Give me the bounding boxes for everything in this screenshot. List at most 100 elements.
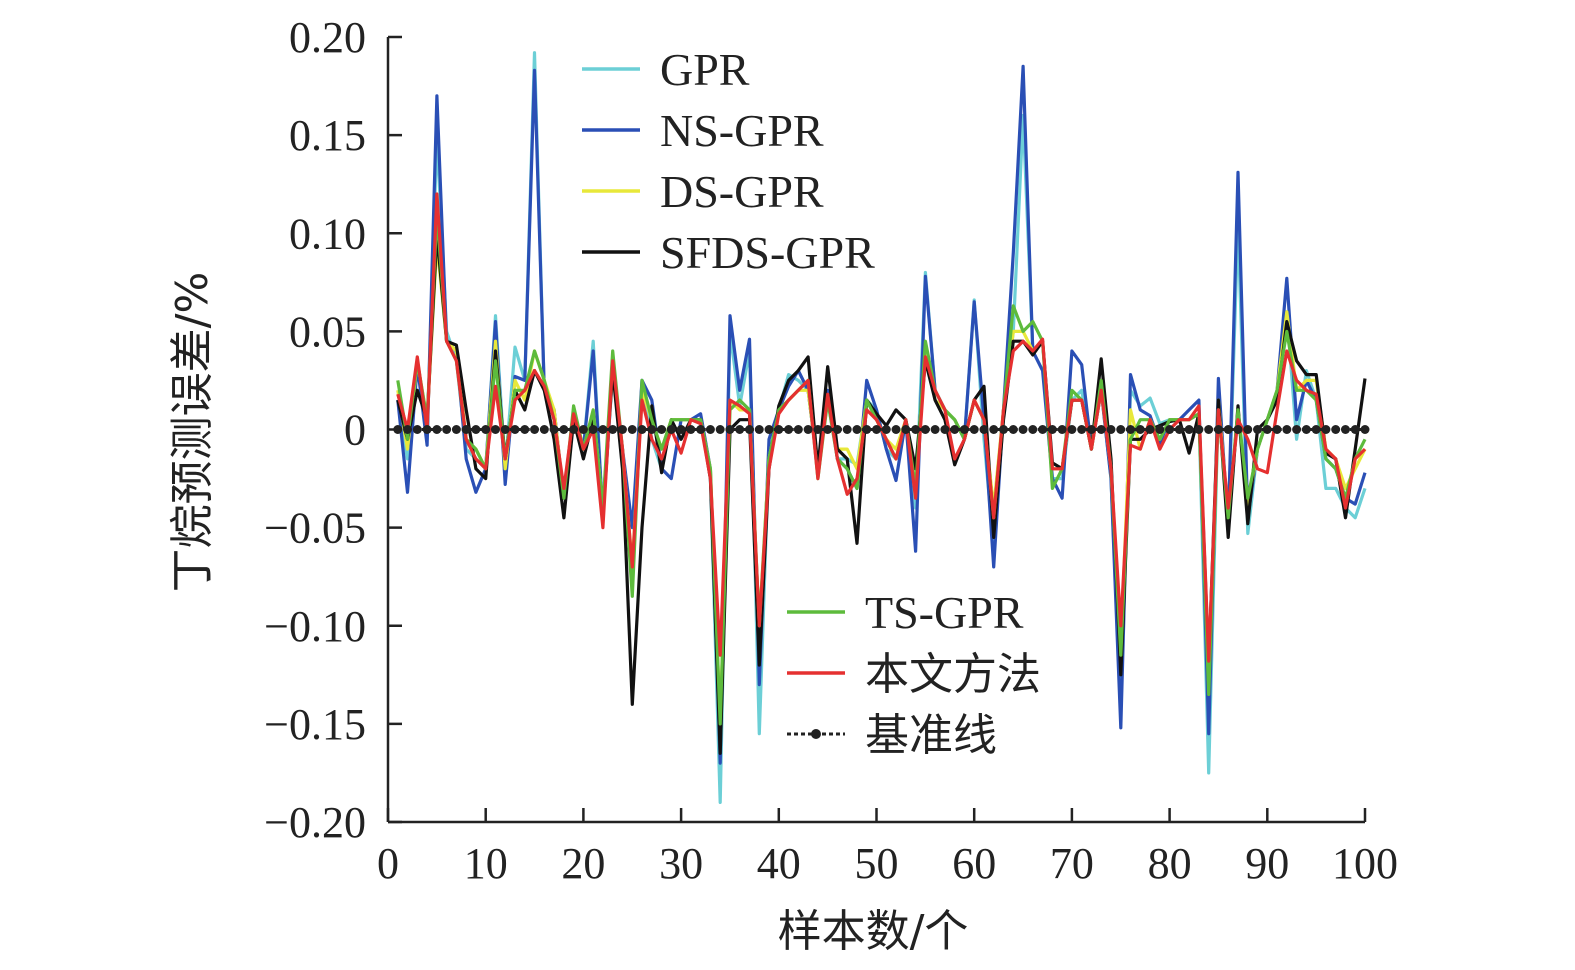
baseline-point xyxy=(1008,425,1018,434)
baseline-point xyxy=(578,425,588,434)
baseline-point xyxy=(901,425,911,434)
baseline-point xyxy=(1272,425,1282,434)
baseline-point xyxy=(872,425,881,434)
baseline-point xyxy=(813,425,823,434)
legend-label-baseline: 基准线 xyxy=(865,710,997,761)
baseline-point xyxy=(588,425,598,434)
x-tick-label: 70 xyxy=(1050,839,1094,888)
baseline-point xyxy=(744,425,754,434)
legend-label-gpr: GPR xyxy=(660,44,750,95)
baseline-point xyxy=(832,425,842,434)
baseline-point xyxy=(881,425,891,434)
y-tick-label: 0.05 xyxy=(289,307,366,356)
y-tick-label: −0.20 xyxy=(264,798,366,847)
baseline-point xyxy=(1340,425,1350,434)
x-ticks: 0 10 20 30 40 50 60 70 80 90 100 xyxy=(377,808,1398,888)
baseline-point xyxy=(1057,425,1067,434)
baseline-point xyxy=(754,425,764,434)
baseline-point xyxy=(989,425,999,434)
baseline-point xyxy=(1018,425,1028,434)
baseline-point xyxy=(510,425,520,434)
y-tick-label: 0 xyxy=(344,406,366,455)
baseline-point xyxy=(530,425,540,434)
baseline-point xyxy=(803,425,813,434)
baseline-point xyxy=(422,425,432,434)
baseline-point xyxy=(461,425,471,434)
y-tick-label: 0.10 xyxy=(289,209,366,258)
x-tick-label: 50 xyxy=(855,839,899,888)
baseline-point xyxy=(1194,425,1204,434)
legend-top-left: GPR NS-GPR DS-GPR SFDS-GPR xyxy=(582,44,875,278)
baseline-point xyxy=(842,425,852,434)
baseline-point xyxy=(1311,425,1321,434)
y-ticks: 0.20 0.15 0.10 0.05 0 −0.05 −0.10 −0.15 −0.20 xyxy=(264,13,402,847)
baseline-point xyxy=(1145,425,1155,434)
baseline-point xyxy=(598,425,608,434)
baseline-point xyxy=(764,425,774,434)
baseline-point xyxy=(666,425,676,434)
baseline-point xyxy=(999,425,1009,434)
baseline-point xyxy=(930,425,940,434)
x-tick-label: 20 xyxy=(561,839,605,888)
baseline-point xyxy=(823,425,833,434)
baseline-point xyxy=(1331,425,1341,434)
y-tick-label: −0.10 xyxy=(264,602,366,651)
legend-label-ts-gpr: TS-GPR xyxy=(865,587,1024,638)
baseline-point xyxy=(1243,425,1253,434)
baseline-point xyxy=(676,425,686,434)
baseline-point xyxy=(862,425,872,434)
baseline-point xyxy=(891,425,901,434)
baseline-point xyxy=(1213,425,1223,434)
baseline-point xyxy=(715,425,725,434)
y-tick-label: −0.15 xyxy=(264,700,366,749)
baseline-point xyxy=(852,425,862,434)
baseline-point xyxy=(1086,425,1096,434)
baseline-point xyxy=(1233,425,1243,434)
baseline-point xyxy=(569,425,579,434)
x-tick-label: 10 xyxy=(464,839,508,888)
y-tick-label: 0.20 xyxy=(289,13,366,62)
baseline-point xyxy=(784,425,794,434)
y-tick-label: −0.05 xyxy=(264,504,366,553)
x-tick-label: 80 xyxy=(1148,839,1192,888)
y-axis-title: 丁烷预测误差/% xyxy=(167,272,218,593)
baseline-point xyxy=(1360,425,1370,434)
x-tick-label: 90 xyxy=(1245,839,1289,888)
legend-label-ds-gpr: DS-GPR xyxy=(660,166,824,217)
plot-area xyxy=(393,51,1370,805)
baseline-point xyxy=(627,425,637,434)
baseline-point xyxy=(637,425,647,434)
y-tick-label: 0.15 xyxy=(289,111,366,160)
baseline-point xyxy=(432,425,442,434)
baseline-point xyxy=(403,425,413,434)
baseline-point xyxy=(705,425,715,434)
baseline-point xyxy=(959,425,969,434)
baseline-point xyxy=(735,425,745,434)
baseline-point xyxy=(657,425,667,434)
baseline-point xyxy=(1301,425,1311,434)
baseline-point xyxy=(500,425,510,434)
baseline-point xyxy=(490,425,500,434)
baseline-point xyxy=(1292,425,1302,434)
baseline-point xyxy=(1321,425,1331,434)
baseline-point xyxy=(793,425,803,434)
baseline-point xyxy=(1135,425,1145,434)
baseline-point xyxy=(520,425,530,434)
baseline-point xyxy=(1282,425,1292,434)
baseline-point xyxy=(1174,425,1184,434)
legend-marker-baseline xyxy=(811,729,821,739)
baseline-point xyxy=(559,425,569,434)
baseline-point xyxy=(1106,425,1116,434)
baseline-point xyxy=(412,425,422,434)
baseline-point xyxy=(608,425,618,434)
baseline-point xyxy=(442,425,452,434)
baseline-point xyxy=(1155,425,1165,434)
legend-label-ns-gpr: NS-GPR xyxy=(660,105,824,156)
axes: 0.20 0.15 0.10 0.05 0 −0.05 −0.10 −0.15 −0.20 0 1… xyxy=(264,13,1398,888)
baseline-point xyxy=(1350,425,1360,434)
baseline-point xyxy=(1028,425,1038,434)
baseline-point xyxy=(617,425,627,434)
baseline-point xyxy=(647,425,657,434)
